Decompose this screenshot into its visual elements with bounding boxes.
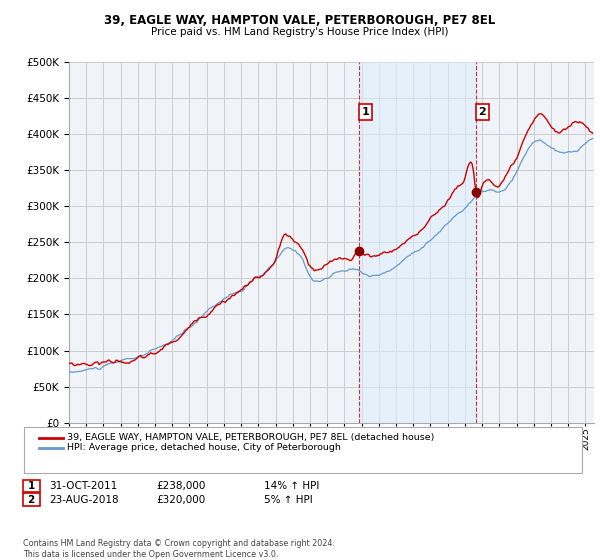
Text: Price paid vs. HM Land Registry's House Price Index (HPI): Price paid vs. HM Land Registry's House … <box>151 27 449 37</box>
Text: 2: 2 <box>28 494 35 505</box>
Text: 23-AUG-2018: 23-AUG-2018 <box>49 494 119 505</box>
Text: 1: 1 <box>361 107 369 117</box>
Text: 2: 2 <box>479 107 486 117</box>
Text: 14% ↑ HPI: 14% ↑ HPI <box>264 481 319 491</box>
Text: £238,000: £238,000 <box>156 481 205 491</box>
Text: £320,000: £320,000 <box>156 494 205 505</box>
Text: 5% ↑ HPI: 5% ↑ HPI <box>264 494 313 505</box>
Text: 1: 1 <box>28 481 35 491</box>
Text: 39, EAGLE WAY, HAMPTON VALE, PETERBOROUGH, PE7 8EL (detached house): 39, EAGLE WAY, HAMPTON VALE, PETERBOROUG… <box>67 433 434 442</box>
Text: HPI: Average price, detached house, City of Peterborough: HPI: Average price, detached house, City… <box>67 444 341 452</box>
Text: 31-OCT-2011: 31-OCT-2011 <box>49 481 118 491</box>
Text: 39, EAGLE WAY, HAMPTON VALE, PETERBOROUGH, PE7 8EL: 39, EAGLE WAY, HAMPTON VALE, PETERBOROUG… <box>104 14 496 27</box>
Text: Contains HM Land Registry data © Crown copyright and database right 2024.
This d: Contains HM Land Registry data © Crown c… <box>23 539 335 559</box>
